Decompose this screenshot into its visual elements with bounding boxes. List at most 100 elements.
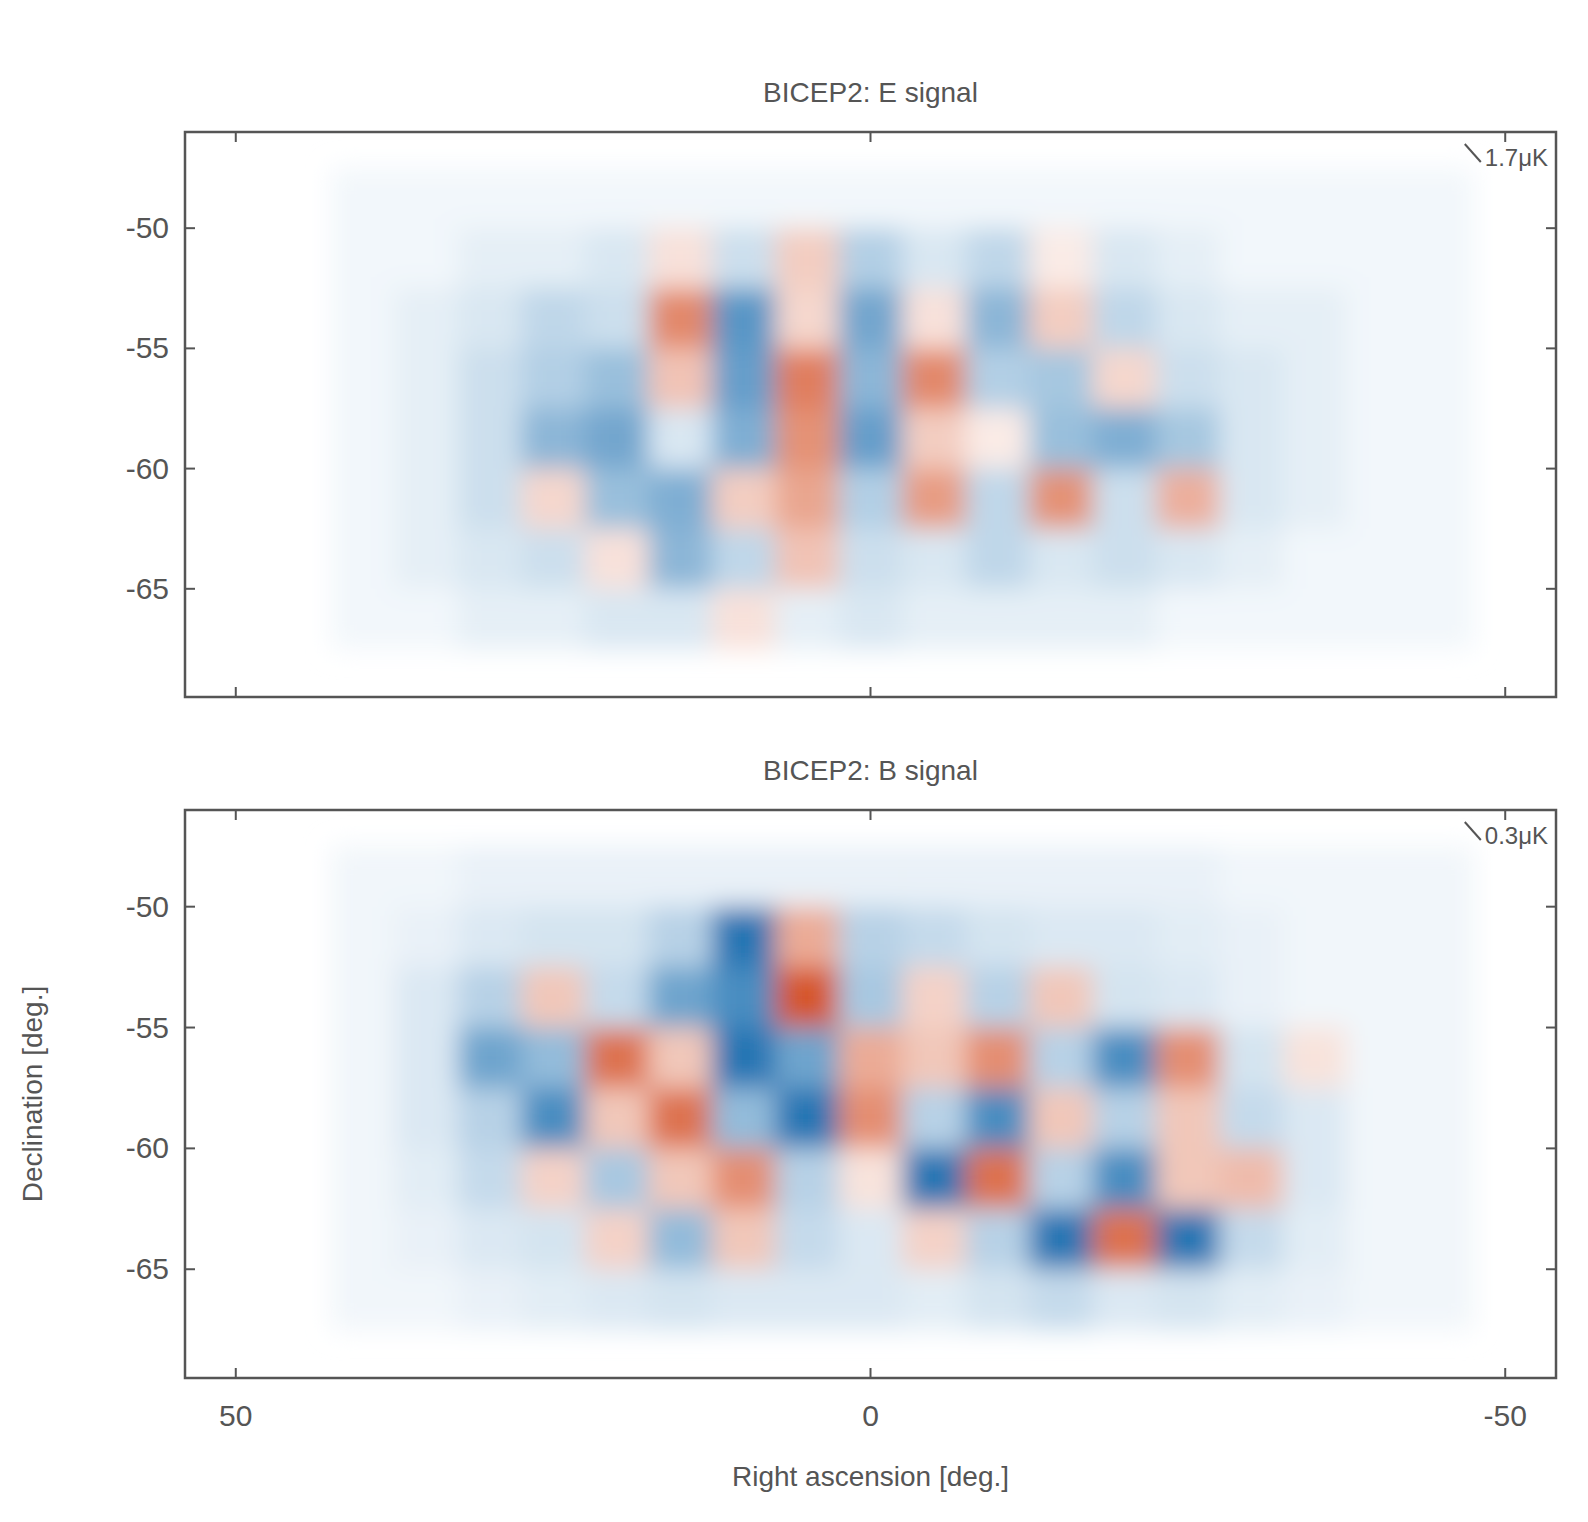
heatmap-cell <box>331 1209 395 1270</box>
heatmap-cell <box>394 288 458 349</box>
heatmap-cell <box>1410 228 1474 289</box>
heatmap-cell <box>902 846 966 907</box>
heatmap-cell <box>1283 1148 1347 1209</box>
heatmap-cell <box>902 408 966 469</box>
heatmap-cell <box>648 846 712 907</box>
heatmap-cell <box>712 1209 776 1270</box>
heatmap-cell <box>712 1028 776 1089</box>
heatmap-cell <box>1220 288 1284 349</box>
heatmap-cell <box>1029 907 1093 968</box>
heatmap-cell <box>966 1148 1030 1209</box>
y-tick-label: -65 <box>126 1252 169 1285</box>
heatmap-cell <box>394 589 458 650</box>
heatmap-cell <box>394 907 458 968</box>
heatmap-cell <box>648 288 712 349</box>
heatmap-cell <box>394 1088 458 1149</box>
heatmap-cell <box>521 907 585 968</box>
heatmap-cells <box>331 846 1474 1330</box>
heatmap-cell <box>1156 1269 1220 1330</box>
y-tick <box>185 1147 195 1149</box>
heatmap-cell <box>521 469 585 530</box>
heatmap-cell <box>1283 348 1347 409</box>
x-tick <box>235 1368 237 1378</box>
heatmap-cell <box>1347 1209 1411 1270</box>
heatmap-cell <box>1093 228 1157 289</box>
heatmap-cell <box>521 1148 585 1209</box>
heatmap-cell <box>1220 529 1284 590</box>
heatmap-cell <box>775 1028 839 1089</box>
heatmap-cell <box>712 1269 776 1330</box>
heatmap-cell <box>712 589 776 650</box>
x-tick <box>235 810 237 820</box>
heatmap-cell <box>648 529 712 590</box>
heatmap-cell <box>712 907 776 968</box>
y-tick <box>1546 227 1556 229</box>
heatmap-cells <box>331 168 1474 649</box>
heatmap-cell <box>1410 907 1474 968</box>
heatmap-cell <box>966 967 1030 1028</box>
heatmap-cell <box>521 967 585 1028</box>
heatmap-cell <box>712 288 776 349</box>
heatmap-cell <box>902 168 966 229</box>
heatmap-cell <box>585 529 649 590</box>
scale-bar <box>1465 822 1481 840</box>
heatmap-cell <box>648 967 712 1028</box>
heatmap-cell <box>1347 288 1411 349</box>
heatmap-cell <box>521 1028 585 1089</box>
heatmap-cell <box>1347 408 1411 469</box>
heatmap-cell <box>1093 1148 1157 1209</box>
heatmap-cell <box>394 228 458 289</box>
heatmap-cell <box>1410 1148 1474 1209</box>
heatmap-cell <box>839 907 903 968</box>
heatmap-cell <box>1093 1209 1157 1270</box>
panel-title: BICEP2: B signal <box>763 755 978 786</box>
heatmap-cell <box>1283 1209 1347 1270</box>
heatmap-cell <box>775 168 839 229</box>
scale-bar <box>1465 144 1481 162</box>
y-tick-label: -50 <box>126 890 169 923</box>
heatmap-cell <box>585 589 649 650</box>
heatmap-cell <box>585 1269 649 1330</box>
heatmap-cell <box>648 469 712 530</box>
heatmap-cell <box>902 348 966 409</box>
heatmap-cell <box>1156 529 1220 590</box>
heatmap-cell <box>902 288 966 349</box>
heatmap-cell <box>1220 1088 1284 1149</box>
heatmap-cell <box>712 529 776 590</box>
heatmap-cell <box>1410 348 1474 409</box>
heatmap-cell <box>1283 1028 1347 1089</box>
heatmap-cell <box>458 589 522 650</box>
heatmap-cell <box>712 408 776 469</box>
heatmap-cell <box>1156 288 1220 349</box>
heatmap-cell <box>775 967 839 1028</box>
heatmap-cell <box>1220 1209 1284 1270</box>
heatmap-cell <box>1410 168 1474 229</box>
heatmap-cell <box>648 907 712 968</box>
y-tick-label: -50 <box>126 211 169 244</box>
heatmap-cell <box>1029 228 1093 289</box>
y-tick-label: -55 <box>126 331 169 364</box>
heatmap-cell <box>775 846 839 907</box>
heatmap-cell <box>775 1148 839 1209</box>
heatmap-cell <box>1220 469 1284 530</box>
heatmap-cell <box>458 1148 522 1209</box>
heatmap-cell <box>1093 348 1157 409</box>
heatmap-cell <box>712 348 776 409</box>
heatmap-cell <box>458 1088 522 1149</box>
heatmap-cell <box>1347 168 1411 229</box>
heatmap-cell <box>775 1209 839 1270</box>
heatmap-cell <box>966 168 1030 229</box>
heatmap-cell <box>331 408 395 469</box>
heatmap-cell <box>1029 288 1093 349</box>
heatmap-cell <box>648 1209 712 1270</box>
heatmap-cell <box>1093 529 1157 590</box>
heatmap-cell <box>839 1148 903 1209</box>
heatmap-cell <box>966 589 1030 650</box>
y-tick <box>1546 1268 1556 1270</box>
heatmap-cell <box>331 469 395 530</box>
heatmap-cell <box>1410 589 1474 650</box>
heatmap-cell <box>648 589 712 650</box>
heatmap-cell <box>1156 1028 1220 1089</box>
heatmap-cell <box>648 1088 712 1149</box>
y-tick <box>1546 347 1556 349</box>
